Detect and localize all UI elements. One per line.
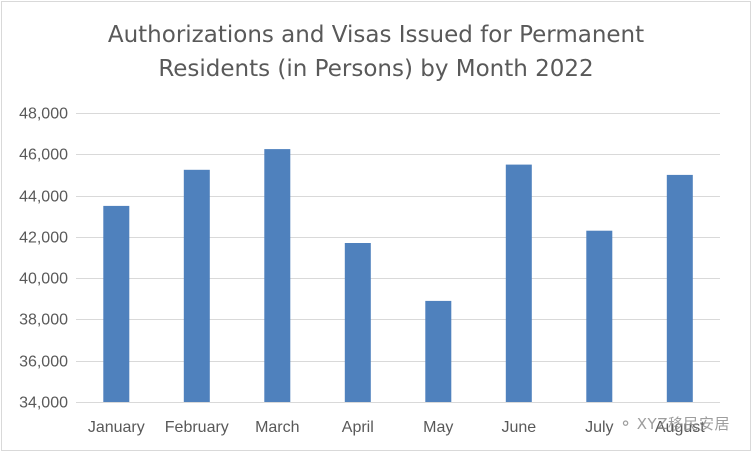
watermark-text: XYZ移民安居 [636,415,730,433]
x-tick-label-june: June [501,419,536,436]
bar-march [264,149,291,402]
y-tick-label: 42,000 [19,230,68,247]
chart-title: Authorizations and Visas Issued for Perm… [0,18,752,86]
x-tick-label-march: March [255,419,299,436]
y-tick-label: 34,000 [19,395,68,412]
y-tick-label: 40,000 [19,271,68,288]
bar-august [666,174,693,402]
bar-february [183,169,210,402]
x-tick-label-february: February [165,419,229,436]
x-tick-label-july: July [585,419,613,436]
x-tick-label-april: April [342,419,374,436]
chat-bubble-icon: ⚬ [618,414,633,433]
chart-title-line-1: Authorizations and Visas Issued for Perm… [107,22,645,48]
bar-january [103,205,130,402]
x-axis-tick-labels: January February March April May June July Augu… [88,419,705,436]
y-tick-label: 38,000 [19,312,68,329]
bars [103,149,693,402]
x-tick-label-january: January [88,419,145,436]
y-axis-tick-labels: 34,000 36,000 38,000 40,000 42,000 44,000 46,0… [19,106,68,412]
bar-june [505,164,532,402]
bar-may [425,300,452,402]
y-tick-label: 46,000 [19,147,68,164]
bar-july [586,230,613,402]
x-tick-label-may: May [423,419,453,436]
watermark: ⚬ XYZ移民安居 [619,413,730,434]
bar-april [344,243,371,402]
y-tick-label: 44,000 [19,189,68,206]
gridlines [76,113,720,403]
x-tick-label-august: August [655,419,705,436]
y-tick-label: 48,000 [19,106,68,123]
y-tick-label: 36,000 [19,354,68,371]
chart-title-line-2: Residents (in Persons) by Month 2022 [158,56,594,82]
